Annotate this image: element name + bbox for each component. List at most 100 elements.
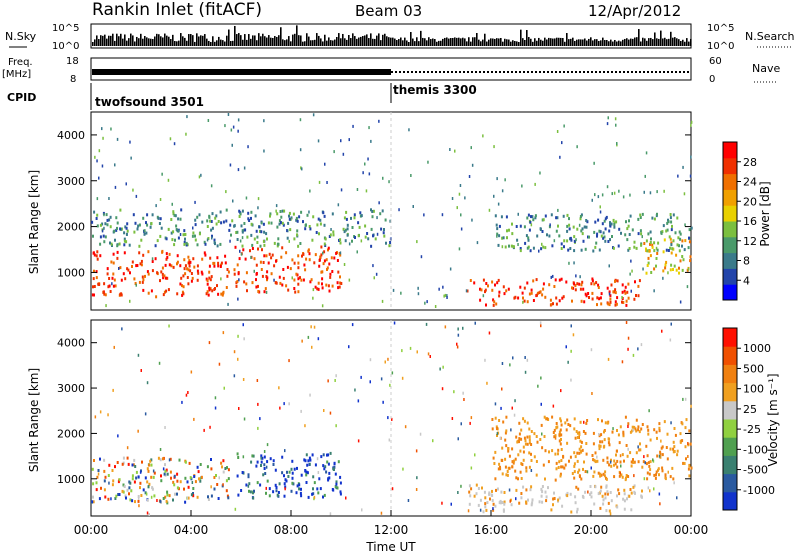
nsky-bar bbox=[124, 34, 126, 46]
range-cell bbox=[281, 471, 284, 475]
range-cell bbox=[183, 242, 186, 246]
range-cell bbox=[194, 238, 197, 242]
range-cell bbox=[176, 229, 179, 233]
range-cell bbox=[93, 285, 96, 288]
range-cell bbox=[547, 460, 550, 464]
range-cell bbox=[670, 263, 673, 267]
range-cell bbox=[240, 224, 243, 228]
range-cell bbox=[137, 496, 140, 500]
range-cell bbox=[415, 449, 418, 453]
range-cell bbox=[381, 299, 384, 303]
range-cell bbox=[126, 456, 129, 460]
range-cell bbox=[580, 248, 583, 252]
range-cell bbox=[434, 305, 437, 308]
range-cell bbox=[95, 217, 98, 220]
range-cell bbox=[196, 215, 199, 219]
colorbar-segment bbox=[723, 328, 737, 347]
range-cell bbox=[148, 482, 151, 486]
nsky-bar bbox=[210, 41, 212, 46]
range-cell bbox=[227, 496, 230, 500]
range-cell bbox=[519, 285, 522, 289]
range-cell bbox=[184, 460, 187, 464]
range-cell bbox=[311, 492, 314, 496]
range-cell bbox=[236, 452, 239, 456]
nsky-bar bbox=[528, 37, 530, 46]
range-cell bbox=[185, 241, 188, 245]
range-cell bbox=[166, 490, 169, 494]
range-cell bbox=[627, 475, 630, 478]
nsky-bar bbox=[636, 37, 638, 46]
nsky-bar bbox=[546, 39, 548, 46]
range-cell bbox=[293, 278, 296, 282]
range-cell bbox=[497, 243, 500, 247]
range-cell bbox=[540, 402, 542, 406]
nsky-bar bbox=[238, 33, 240, 46]
nsky-bar bbox=[578, 39, 580, 46]
range-cell bbox=[645, 271, 648, 275]
range-cell bbox=[544, 490, 547, 494]
range-cell bbox=[492, 298, 495, 302]
nsky-bar bbox=[596, 39, 598, 46]
nsky-bar bbox=[388, 37, 390, 46]
nsky-bar bbox=[482, 39, 484, 46]
range-cell bbox=[343, 230, 346, 234]
range-cell bbox=[581, 227, 584, 231]
range-cell bbox=[186, 496, 189, 500]
power-data bbox=[91, 112, 693, 310]
nsky-bar bbox=[530, 38, 532, 46]
range-cell bbox=[624, 415, 627, 419]
nsky-bar bbox=[592, 40, 594, 46]
range-cell bbox=[285, 284, 288, 288]
range-cell bbox=[630, 259, 632, 263]
range-cell bbox=[241, 236, 244, 240]
range-cell bbox=[676, 496, 678, 500]
range-cell bbox=[227, 302, 229, 306]
range-cell bbox=[260, 460, 263, 464]
nsky-bar bbox=[120, 33, 122, 46]
range-cell bbox=[260, 268, 263, 271]
range-cell bbox=[288, 239, 290, 243]
range-cell bbox=[183, 267, 186, 271]
range-cell bbox=[92, 277, 95, 281]
nsky-bar bbox=[184, 37, 186, 46]
nsky-bar bbox=[682, 39, 684, 46]
range-cell bbox=[103, 213, 105, 217]
range-cell bbox=[685, 457, 687, 461]
range-cell bbox=[544, 449, 547, 453]
range-cell bbox=[265, 232, 268, 236]
range-cell bbox=[221, 465, 223, 469]
range-cell bbox=[662, 250, 665, 254]
range-cell bbox=[666, 432, 669, 436]
range-cell bbox=[176, 292, 179, 296]
range-cell bbox=[546, 417, 549, 421]
range-cell bbox=[580, 283, 583, 287]
range-cell bbox=[526, 421, 529, 425]
range-cell bbox=[225, 190, 227, 194]
range-cell bbox=[165, 257, 168, 261]
range-cell bbox=[520, 437, 523, 441]
range-cell bbox=[160, 479, 163, 483]
nsky-bar bbox=[218, 36, 220, 46]
range-cell bbox=[669, 268, 672, 272]
range-cell bbox=[503, 500, 506, 504]
range-cell bbox=[378, 119, 380, 123]
nsky-bar bbox=[450, 38, 452, 46]
colorbar-segment bbox=[723, 491, 737, 511]
range-cell bbox=[233, 374, 236, 378]
range-cell bbox=[194, 480, 197, 484]
range-cell bbox=[296, 233, 298, 237]
range-cell bbox=[242, 378, 245, 381]
range-cell bbox=[123, 239, 126, 243]
range-cell bbox=[632, 461, 635, 464]
range-cell bbox=[115, 216, 118, 220]
colorbar-segment bbox=[723, 236, 737, 254]
range-cell bbox=[541, 293, 544, 297]
range-cell bbox=[576, 436, 579, 439]
range-cell bbox=[476, 241, 479, 245]
range-cell bbox=[337, 203, 340, 207]
range-cell bbox=[497, 202, 500, 206]
range-cell bbox=[102, 234, 105, 238]
range-cell bbox=[613, 225, 616, 229]
